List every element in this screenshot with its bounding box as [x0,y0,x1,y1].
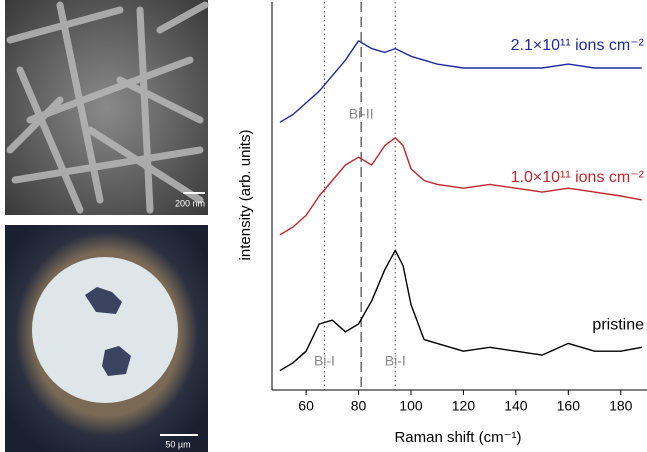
x-tick-label: 160 [557,398,581,414]
scale-bar-label: 200 nm [175,198,205,208]
peak-label: Bi-II [349,106,374,122]
scale-bar-label: 50 µm [165,439,190,449]
peak-label: Bi-I [314,353,335,369]
series-label: pristine [592,317,644,334]
x-tick-label: 140 [504,398,528,414]
x-tick-label: 60 [298,398,314,414]
optical-image: 50 µm [5,225,208,452]
series-label: 1.0×10¹¹ ions cm⁻² [511,169,645,186]
x-tick-label: 180 [609,398,633,414]
series-line [280,138,642,235]
x-tick-label: 100 [399,398,423,414]
x-tick-label: 80 [351,398,367,414]
figure: 200 nm 50 µm intensity (arb. units) Rama… [0,0,647,452]
x-axis-label: Raman shift (cm⁻¹) [394,429,521,446]
peak-label: Bi-I [385,353,406,369]
page: 200 nm 50 µm intensity (arb. units) Rama… [0,0,647,452]
x-tick-label: 120 [452,398,476,414]
series-label: 2.1×10¹¹ ions cm⁻² [511,37,645,54]
y-axis-label: intensity (arb. units) [237,130,254,261]
sem-image: 200 nm [5,0,208,215]
